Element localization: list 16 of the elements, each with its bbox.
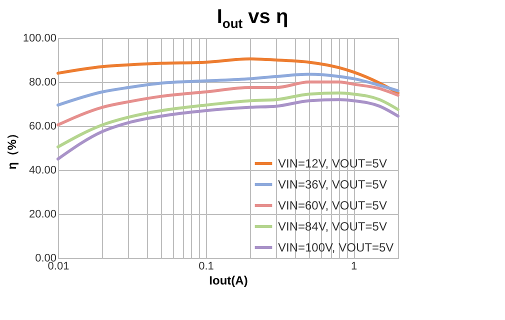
y-axis-title: η（%） xyxy=(4,128,19,170)
legend-label: VIN=84V, VOUT=5V xyxy=(278,220,387,234)
x-tick-label: 0.1 xyxy=(198,260,214,272)
x-tick-label: 0.01 xyxy=(48,260,70,272)
y-tick-label: 20.00 xyxy=(28,208,56,220)
legend-label: VIN=36V, VOUT=5V xyxy=(278,178,387,192)
y-tick-label: 80.00 xyxy=(28,76,56,88)
x-axis-title: Iout(A) xyxy=(209,274,248,288)
chart-title: I$_{out}$ vs η xyxy=(216,5,290,32)
y-tick-label: 60.00 xyxy=(28,120,56,132)
legend-label: VIN=12V, VOUT=5V xyxy=(278,156,387,170)
legend-label: VIN=60V, VOUT=5V xyxy=(278,198,387,212)
y-tick-label: 100.00 xyxy=(22,32,56,44)
x-tick-label: 1 xyxy=(350,260,358,272)
y-tick-label: 40.00 xyxy=(28,164,56,176)
legend-label: VIN=100V, VOUT=5V xyxy=(278,240,394,254)
